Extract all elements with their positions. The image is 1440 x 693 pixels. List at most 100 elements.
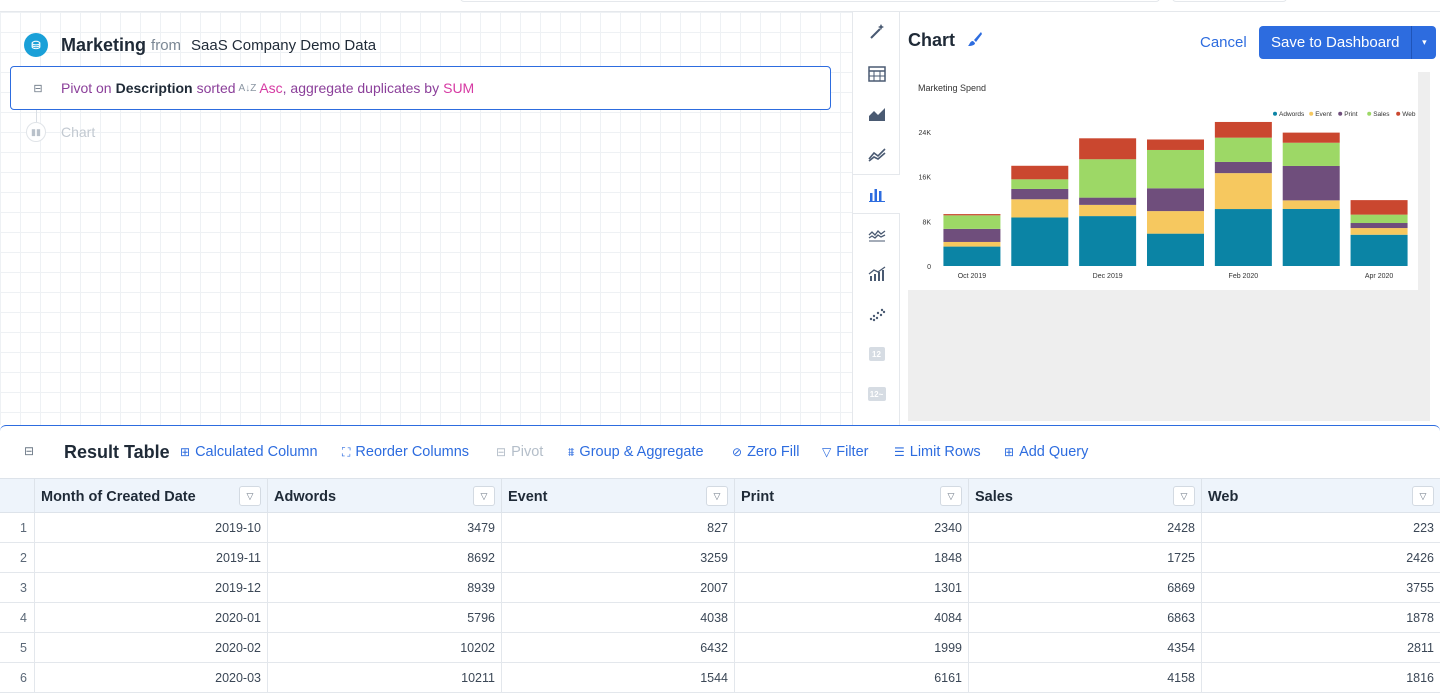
bar-segment [1147,233,1204,266]
tool-label: Zero Fill [747,444,800,460]
query-steps-panel: ⛁ Marketing from SaaS Company Demo Data … [0,12,852,425]
bar-segment [1147,211,1204,234]
pivot-step[interactable]: ⊟ Pivot on Description sorted A↓Z Asc , … [10,66,831,110]
combo-chart-icon[interactable] [853,254,900,294]
bar-segment [1282,165,1340,201]
reorder-columns-icon: ⛶ [342,444,351,459]
group-aggregate-button[interactable]: ⩩ Group & Aggregate [568,444,704,460]
table-row: 6 2020-03 10211 1544 6161 4158 1816 [0,663,1440,693]
stacked-line-icon[interactable] [853,214,900,254]
table-header: Month of Created Date ▽ Adwords ▽ Event ▽ Prin… [0,478,1440,514]
result-toolbar: ⊟ Result Table ⊞ Calculated Column ⛶ Reorde… [0,426,1440,478]
pivot-button[interactable]: ⊟ Pivot [496,444,543,460]
add-query-button[interactable]: ⊞ Add Query [1004,444,1088,460]
column-header[interactable]: Web ▽ [1201,479,1440,514]
legend-label: Sales [1373,111,1390,118]
zero-fill-button[interactable]: ⊘ Zero Fill [732,444,799,460]
database-icon: ⛁ [24,33,48,57]
group-aggregate-icon: ⩩ [568,444,575,459]
column-header[interactable]: Print ▽ [734,479,968,514]
row-index: 4 [20,611,27,625]
table-cell: 10211 [267,663,501,693]
y-tick-label: 16K [919,175,932,182]
chart-header: Chart [908,30,983,51]
table-cell: 827 [501,513,734,543]
pivot-aggregate-text: , aggregate duplicates by [282,80,440,96]
bar-chart-icon[interactable] [853,174,901,214]
bar-segment [1079,138,1137,160]
table-cell: 3755 [1201,573,1440,603]
legend-marker [1367,111,1372,116]
scatter-icon[interactable] [853,294,900,334]
bar-segment [943,214,1001,216]
x-tick-label: Apr 2020 [1365,273,1394,280]
column-header[interactable]: Sales ▽ [968,479,1201,514]
y-tick-label: 0 [927,264,931,271]
table-cell: 1816 [1201,663,1440,693]
filter-button[interactable]: ▽ Filter [822,444,868,460]
top-action-button[interactable] [1172,0,1287,2]
table-row: 1 2019-10 3479 827 2340 2428 223 [0,513,1440,543]
row-index: 5 [20,641,27,655]
number-trend-icon[interactable]: 12 ~ [853,374,900,414]
column-menu-chevron-icon[interactable]: ▽ [706,486,728,506]
pivot-icon: ⊟ [33,82,43,95]
source-step[interactable]: ⛁ Marketing from SaaS Company Demo Data [24,32,376,58]
top-search-field[interactable] [460,0,1160,2]
legend-label: Print [1344,111,1358,118]
pivot-sort-direction: Asc [259,80,283,96]
bar-segment [1079,197,1137,205]
bar-segment [943,215,1001,229]
table-cell: 2020-02 [34,633,267,663]
calculated-column-button[interactable]: ⊞ Calculated Column [180,444,318,460]
magic-wand-icon[interactable] [853,12,900,52]
column-header-label: Event [508,488,548,505]
chart-step-label: Chart [61,124,96,140]
source-name[interactable]: SaaS Company Demo Data [191,36,377,54]
column-header[interactable]: Event ▽ [501,479,734,514]
x-tick-label: Dec 2019 [1093,273,1123,280]
calculated-column-icon: ⊞ [180,445,191,459]
table-cell: 1544 [501,663,734,693]
bar-segment [1214,173,1272,210]
column-menu-chevron-icon[interactable]: ▽ [1412,486,1434,506]
reorder-columns-button[interactable]: ⛶ Reorder Columns [342,444,469,460]
bar-segment [1214,137,1272,162]
x-tick-label: Oct 2019 [958,273,987,280]
chart-title: Marketing Spend [918,83,986,93]
table-cell: 2020-03 [34,663,267,693]
area-chart-icon[interactable] [853,94,900,134]
column-menu-chevron-icon[interactable]: ▽ [1173,486,1195,506]
pivot-field: Description [115,80,193,96]
pivot-aggregate-fn: SUM [443,80,475,96]
column-menu-chevron-icon[interactable]: ▽ [940,486,962,506]
save-to-dashboard-button[interactable]: Save to Dashboard [1259,26,1412,59]
table-cell: 10202 [267,633,501,663]
cancel-button[interactable]: Cancel [1200,34,1247,51]
limit-rows-button[interactable]: ☰ Limit Rows [894,444,981,460]
bar-segment [1147,149,1204,189]
y-tick-label: 8K [922,219,931,226]
save-dropdown-button[interactable]: ▾ [1411,26,1437,59]
row-index: 1 [20,521,27,535]
chart-panel-title: Chart [908,30,956,50]
bar-segment [1079,216,1137,266]
zero-fill-icon: ⊘ [732,445,743,459]
bar-segment [943,241,1001,247]
column-menu-chevron-icon[interactable]: ▽ [473,486,495,506]
table-cell: 4158 [968,663,1201,693]
line-chart-icon[interactable] [853,134,900,174]
column-header[interactable]: Adwords ▽ [267,479,501,514]
filter-icon: ▽ [822,445,832,459]
paint-brush-icon[interactable] [967,31,983,51]
number-icon[interactable]: 12 [853,334,900,374]
bar-segment [1011,217,1069,266]
tool-label: Reorder Columns [355,444,470,460]
table-icon[interactable] [853,54,900,94]
bar-segment [1011,199,1069,218]
column-menu-chevron-icon[interactable]: ▽ [239,486,261,506]
chart-step[interactable]: ▮▮ Chart [26,122,95,142]
table-cell: 2426 [1201,543,1440,573]
column-header[interactable]: Month of Created Date ▽ [34,479,267,514]
tool-label: Pivot [511,444,544,460]
